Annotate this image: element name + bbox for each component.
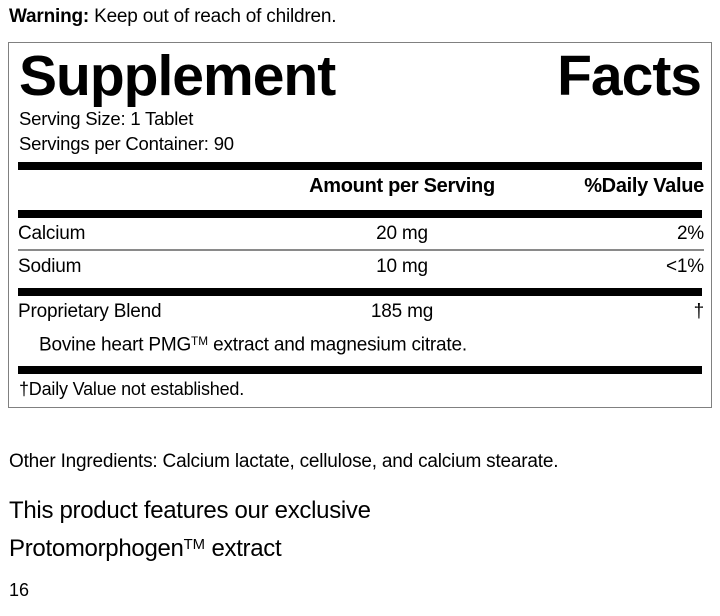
nutrient-daily-value: <1% [666,255,704,277]
rule-below-headers [18,210,702,218]
supplement-facts-panel: Supplement Facts Serving Size: 1 Tablet … [8,42,712,408]
feature-line-2-post: extract [205,534,282,562]
trademark-icon: TM [183,537,206,553]
table-row: Proprietary Blend 185 mg † [18,296,704,327]
feature-text: This product features our exclusive Prot… [9,494,371,566]
title-word-facts: Facts [557,44,702,108]
other-ingredients: Other Ingredients: Calcium lactate, cell… [9,451,559,472]
nutrient-amount: 10 mg [376,255,428,277]
nutrient-amount: 20 mg [376,223,428,244]
proprietary-blend-table: Proprietary Blend 185 mg † [18,296,704,327]
table-row: Calcium 20 mg 2% [18,218,704,249]
warning-line: Warning: Keep out of reach of children. [9,4,337,30]
nutrient-daily-value: 2% [676,223,704,244]
feature-line-2-pre: Protomorphogen [9,534,184,562]
table-header-row: Amount per Serving %Daily Value [18,170,704,205]
nutrient-name: Sodium [18,255,82,277]
serving-size: Serving Size: 1 Tablet [19,108,194,129]
feature-line-1: This product features our exclusive [9,497,371,524]
daily-value-footnote: †Daily Value not established. [19,378,245,399]
row-separator [18,249,704,251]
header-daily-value: %Daily Value [584,175,704,197]
blend-name: Proprietary Blend [18,300,162,322]
blend-description-post: extract and magnesium citrate. [208,333,467,355]
blend-description: Bovine heart PMGTM extract and magnesium… [18,327,702,360]
servings-per-container: Servings per Container: 90 [19,133,234,154]
trademark-icon: TM [191,334,209,348]
header-nutrient [18,170,286,205]
warning-label: Warning: [9,6,90,27]
blend-daily-value: † [693,300,705,322]
title-word-supplement: Supplement [19,44,336,108]
rule-above-footnote [18,365,702,374]
hairline-rule [18,249,704,251]
supplement-facts-title: Supplement Facts [18,43,702,107]
rule-above-headers [18,162,702,170]
nutrient-rows-table: Calcium 20 mg 2% Sodium 10 mg <1% [18,218,704,282]
blend-description-pre: Bovine heart PMG [39,333,192,355]
table-row: Sodium 10 mg <1% [18,251,704,282]
feature-line-2: ProtomorphogenTM extract [9,528,371,566]
serving-info: Serving Size: 1 Tablet Servings per Cont… [18,107,702,156]
blend-amount: 185 mg [370,300,434,322]
nutrition-table: Amount per Serving %Daily Value [18,170,704,205]
header-amount-per-serving: Amount per Serving [309,175,495,197]
page-number: 16 [9,580,30,600]
rule-above-blend [18,287,702,296]
warning-text: Keep out of reach of children. [89,6,337,27]
nutrient-name: Calcium [18,223,86,244]
